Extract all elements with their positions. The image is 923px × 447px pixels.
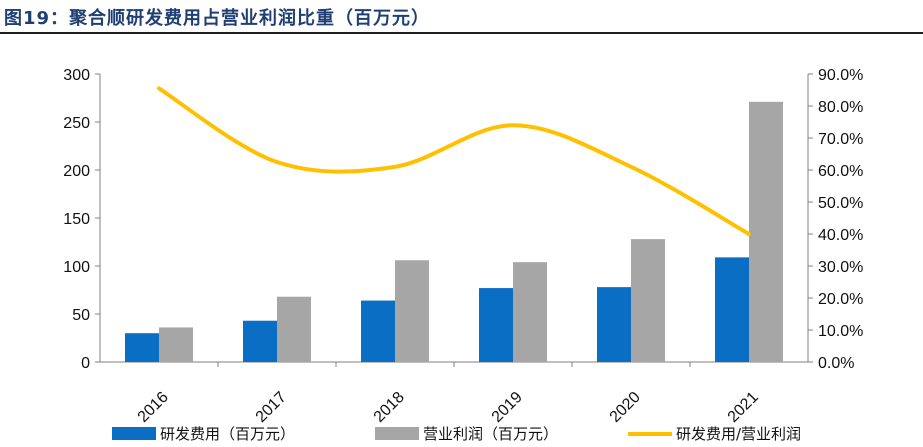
bar-rd-expense (597, 287, 631, 362)
title-divider (0, 32, 923, 34)
bar-rd-expense (243, 320, 277, 362)
bar-operating-profit (513, 262, 547, 362)
left-tick-label: 0 (81, 355, 90, 372)
right-tick-label: 20.0% (818, 291, 863, 308)
right-tick-label: 40.0% (818, 227, 863, 244)
legend-swatch (375, 427, 419, 440)
legend-swatch (112, 427, 156, 440)
x-tick-label: 2016 (135, 389, 172, 426)
right-tick-label: 70.0% (818, 131, 863, 148)
bar-rd-expense (361, 300, 395, 362)
right-tick-label: 0.0% (818, 355, 854, 372)
x-tick-label: 2017 (253, 389, 290, 426)
bar-rd-expense (715, 257, 749, 362)
legend-label: 研发费用/营业利润 (676, 425, 801, 443)
x-tick-label: 2020 (607, 389, 644, 426)
bar-operating-profit (159, 327, 193, 362)
bar-operating-profit (395, 260, 429, 362)
ratio-line (157, 86, 751, 236)
x-tick-label: 2021 (725, 389, 762, 426)
right-tick-label: 80.0% (818, 99, 863, 116)
legend-label: 研发费用（百万元） (160, 425, 295, 443)
x-tick-label: 2018 (371, 389, 408, 426)
bar-operating-profit (749, 101, 783, 362)
figure-label: 图19： (4, 8, 70, 29)
right-tick-label: 90.0% (818, 67, 863, 84)
right-tick-label: 50.0% (818, 195, 863, 212)
chart-title: 图19：聚合顺研发费用占营业利润比重（百万元） (4, 4, 430, 30)
right-tick-label: 60.0% (818, 163, 863, 180)
bar-rd-expense (479, 288, 513, 362)
figure-title: 聚合顺研发费用占营业利润比重（百万元） (69, 8, 431, 29)
bar-rd-expense (125, 333, 159, 362)
right-tick-label: 30.0% (818, 259, 863, 276)
left-tick-label: 50 (72, 307, 90, 324)
left-tick-label: 250 (63, 115, 90, 132)
left-tick-label: 100 (63, 259, 90, 276)
bar-operating-profit (277, 296, 311, 362)
left-tick-label: 300 (63, 67, 90, 84)
bar-operating-profit (631, 239, 665, 362)
left-tick-label: 200 (63, 163, 90, 180)
legend-label: 营业利润（百万元） (423, 425, 558, 443)
x-tick-label: 2019 (489, 389, 526, 426)
left-tick-label: 150 (63, 211, 90, 228)
right-tick-label: 10.0% (818, 323, 863, 340)
